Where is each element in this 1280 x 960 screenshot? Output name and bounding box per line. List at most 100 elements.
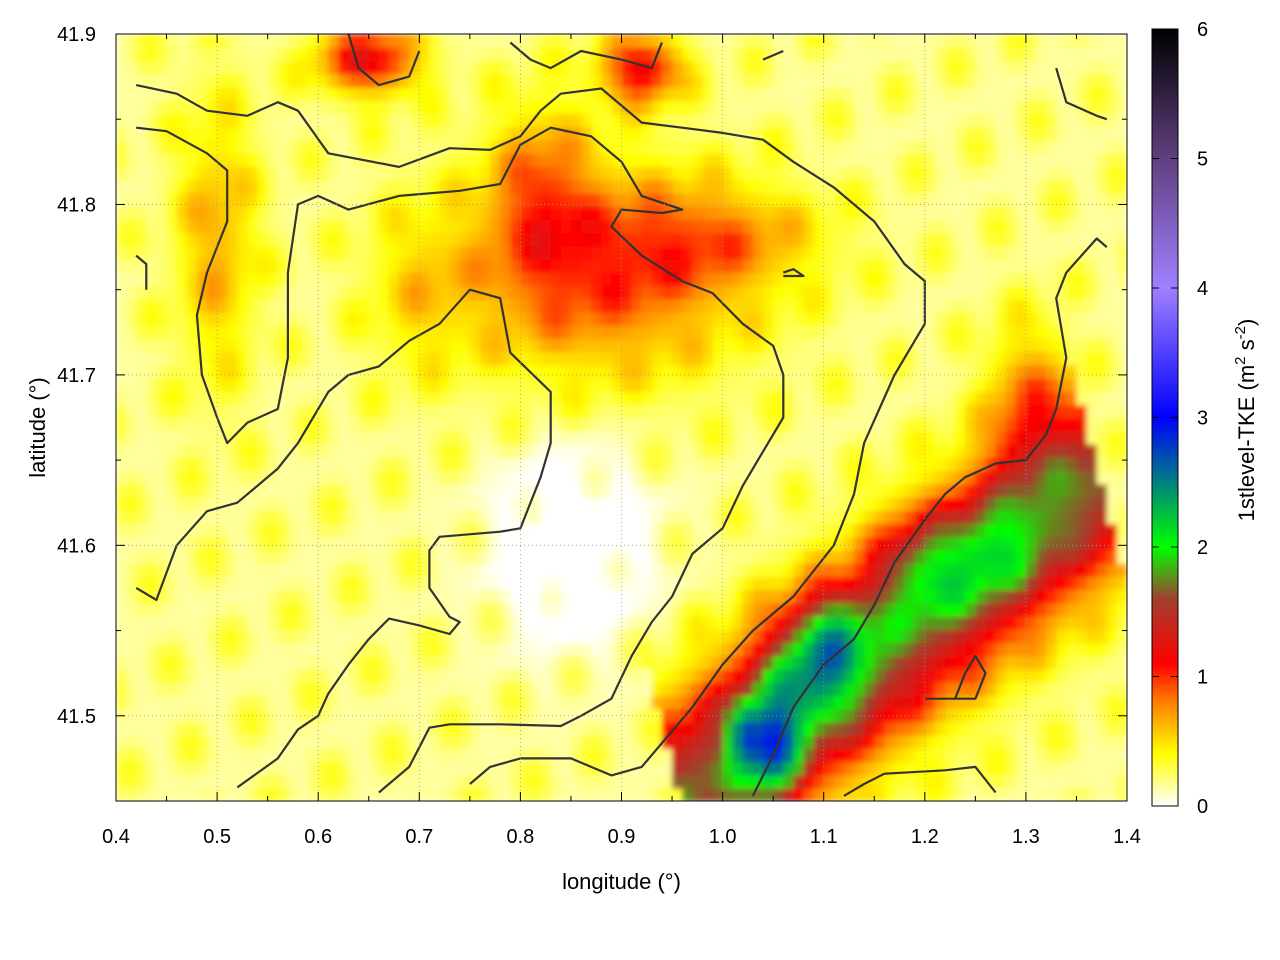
heatmap-cell <box>409 655 421 670</box>
heatmap-cell <box>389 404 400 419</box>
heatmap-cell <box>843 205 855 220</box>
heatmap-cell <box>914 668 926 683</box>
heatmap-cell <box>864 695 876 710</box>
heatmap-cell <box>439 549 451 564</box>
heatmap-cell <box>641 34 653 49</box>
heatmap-cell <box>469 153 481 168</box>
heatmap-cell <box>661 232 673 247</box>
heatmap-cell <box>469 338 481 353</box>
heatmap-cell <box>530 761 542 776</box>
heatmap-cell <box>318 734 330 749</box>
heatmap-cell <box>601 47 613 62</box>
heatmap-cell <box>237 338 249 353</box>
heatmap-cell <box>368 589 380 604</box>
heatmap-cell <box>469 536 481 551</box>
heatmap-cell <box>975 576 987 591</box>
heatmap-cell <box>874 510 886 525</box>
heatmap-cell <box>348 126 360 141</box>
heatmap-cell <box>560 219 572 234</box>
heatmap-cell <box>126 364 138 379</box>
heatmap-cell <box>631 47 643 62</box>
heatmap-cell <box>975 179 987 194</box>
heatmap-cell <box>904 496 916 511</box>
heatmap-cell <box>146 563 158 578</box>
heatmap-cell <box>318 258 330 273</box>
heatmap-cell <box>207 430 218 445</box>
heatmap-cell <box>399 179 411 194</box>
heatmap-cell <box>247 563 259 578</box>
heatmap-cell <box>924 113 936 128</box>
heatmap-cell <box>752 232 764 247</box>
heatmap-cell <box>803 682 815 697</box>
heatmap-cell <box>682 695 694 710</box>
heatmap-cell <box>550 113 562 128</box>
heatmap-cell <box>156 285 168 300</box>
heatmap-cell <box>126 258 138 273</box>
heatmap-cell <box>166 563 178 578</box>
heatmap-cell <box>338 179 350 194</box>
heatmap-cell <box>318 60 330 75</box>
heatmap-cell <box>641 338 653 353</box>
heatmap-cell <box>692 629 704 644</box>
heatmap-cell <box>601 100 613 115</box>
heatmap-cell <box>763 324 774 339</box>
heatmap-cell <box>945 457 956 472</box>
heatmap-cell <box>328 153 340 168</box>
heatmap-cell <box>823 457 835 472</box>
heatmap-cell <box>732 391 744 406</box>
heatmap-cell <box>843 536 855 551</box>
heatmap-cell <box>328 761 340 776</box>
heatmap-cell <box>793 589 805 604</box>
heatmap-cell <box>550 655 562 670</box>
heatmap-cell <box>217 47 229 62</box>
heatmap-cell <box>459 443 471 458</box>
heatmap-cell <box>217 721 229 736</box>
heatmap-cell <box>894 86 906 101</box>
heatmap-cell <box>702 377 714 392</box>
heatmap-cell <box>328 523 340 538</box>
heatmap-cell <box>692 549 704 564</box>
heatmap-cell <box>631 219 643 234</box>
heatmap-cell <box>550 417 562 432</box>
heatmap-cell <box>116 774 127 789</box>
heatmap-cell <box>631 139 643 154</box>
heatmap-cell <box>116 655 127 670</box>
heatmap-cell <box>207 285 218 300</box>
heatmap-cell <box>914 589 926 604</box>
heatmap-cell <box>833 787 845 801</box>
heatmap-cell <box>540 272 552 287</box>
heatmap-cell <box>237 153 249 168</box>
heatmap-cell <box>661 510 673 525</box>
heatmap-cell <box>773 34 785 49</box>
heatmap-cell <box>631 443 643 458</box>
heatmap-cell <box>308 496 320 511</box>
heatmap-cell <box>247 391 259 406</box>
heatmap-cell <box>419 113 431 128</box>
heatmap-cell <box>247 139 259 154</box>
heatmap-cell <box>298 311 309 326</box>
heatmap-cell <box>126 430 138 445</box>
heatmap-cell <box>803 113 815 128</box>
heatmap-cell <box>510 153 522 168</box>
heatmap-cell <box>207 642 218 657</box>
heatmap-cell <box>207 86 218 101</box>
heatmap-cell <box>298 258 309 273</box>
heatmap-cell <box>368 338 380 353</box>
heatmap-cell <box>641 100 653 115</box>
heatmap-cell <box>722 219 734 234</box>
heatmap-cell <box>641 629 653 644</box>
heatmap-cell <box>661 682 673 697</box>
heatmap-cell <box>661 179 673 194</box>
heatmap-cell <box>237 377 249 392</box>
heatmap-cell <box>641 510 653 525</box>
heatmap-cell <box>965 748 977 763</box>
heatmap-cell <box>752 285 764 300</box>
heatmap-cell <box>601 668 613 683</box>
heatmap-cell <box>864 391 876 406</box>
heatmap-cell <box>621 748 633 763</box>
heatmap-cell <box>389 391 400 406</box>
heatmap-cell <box>601 589 613 604</box>
heatmap-cell <box>854 139 865 154</box>
heatmap-cell <box>914 510 926 525</box>
